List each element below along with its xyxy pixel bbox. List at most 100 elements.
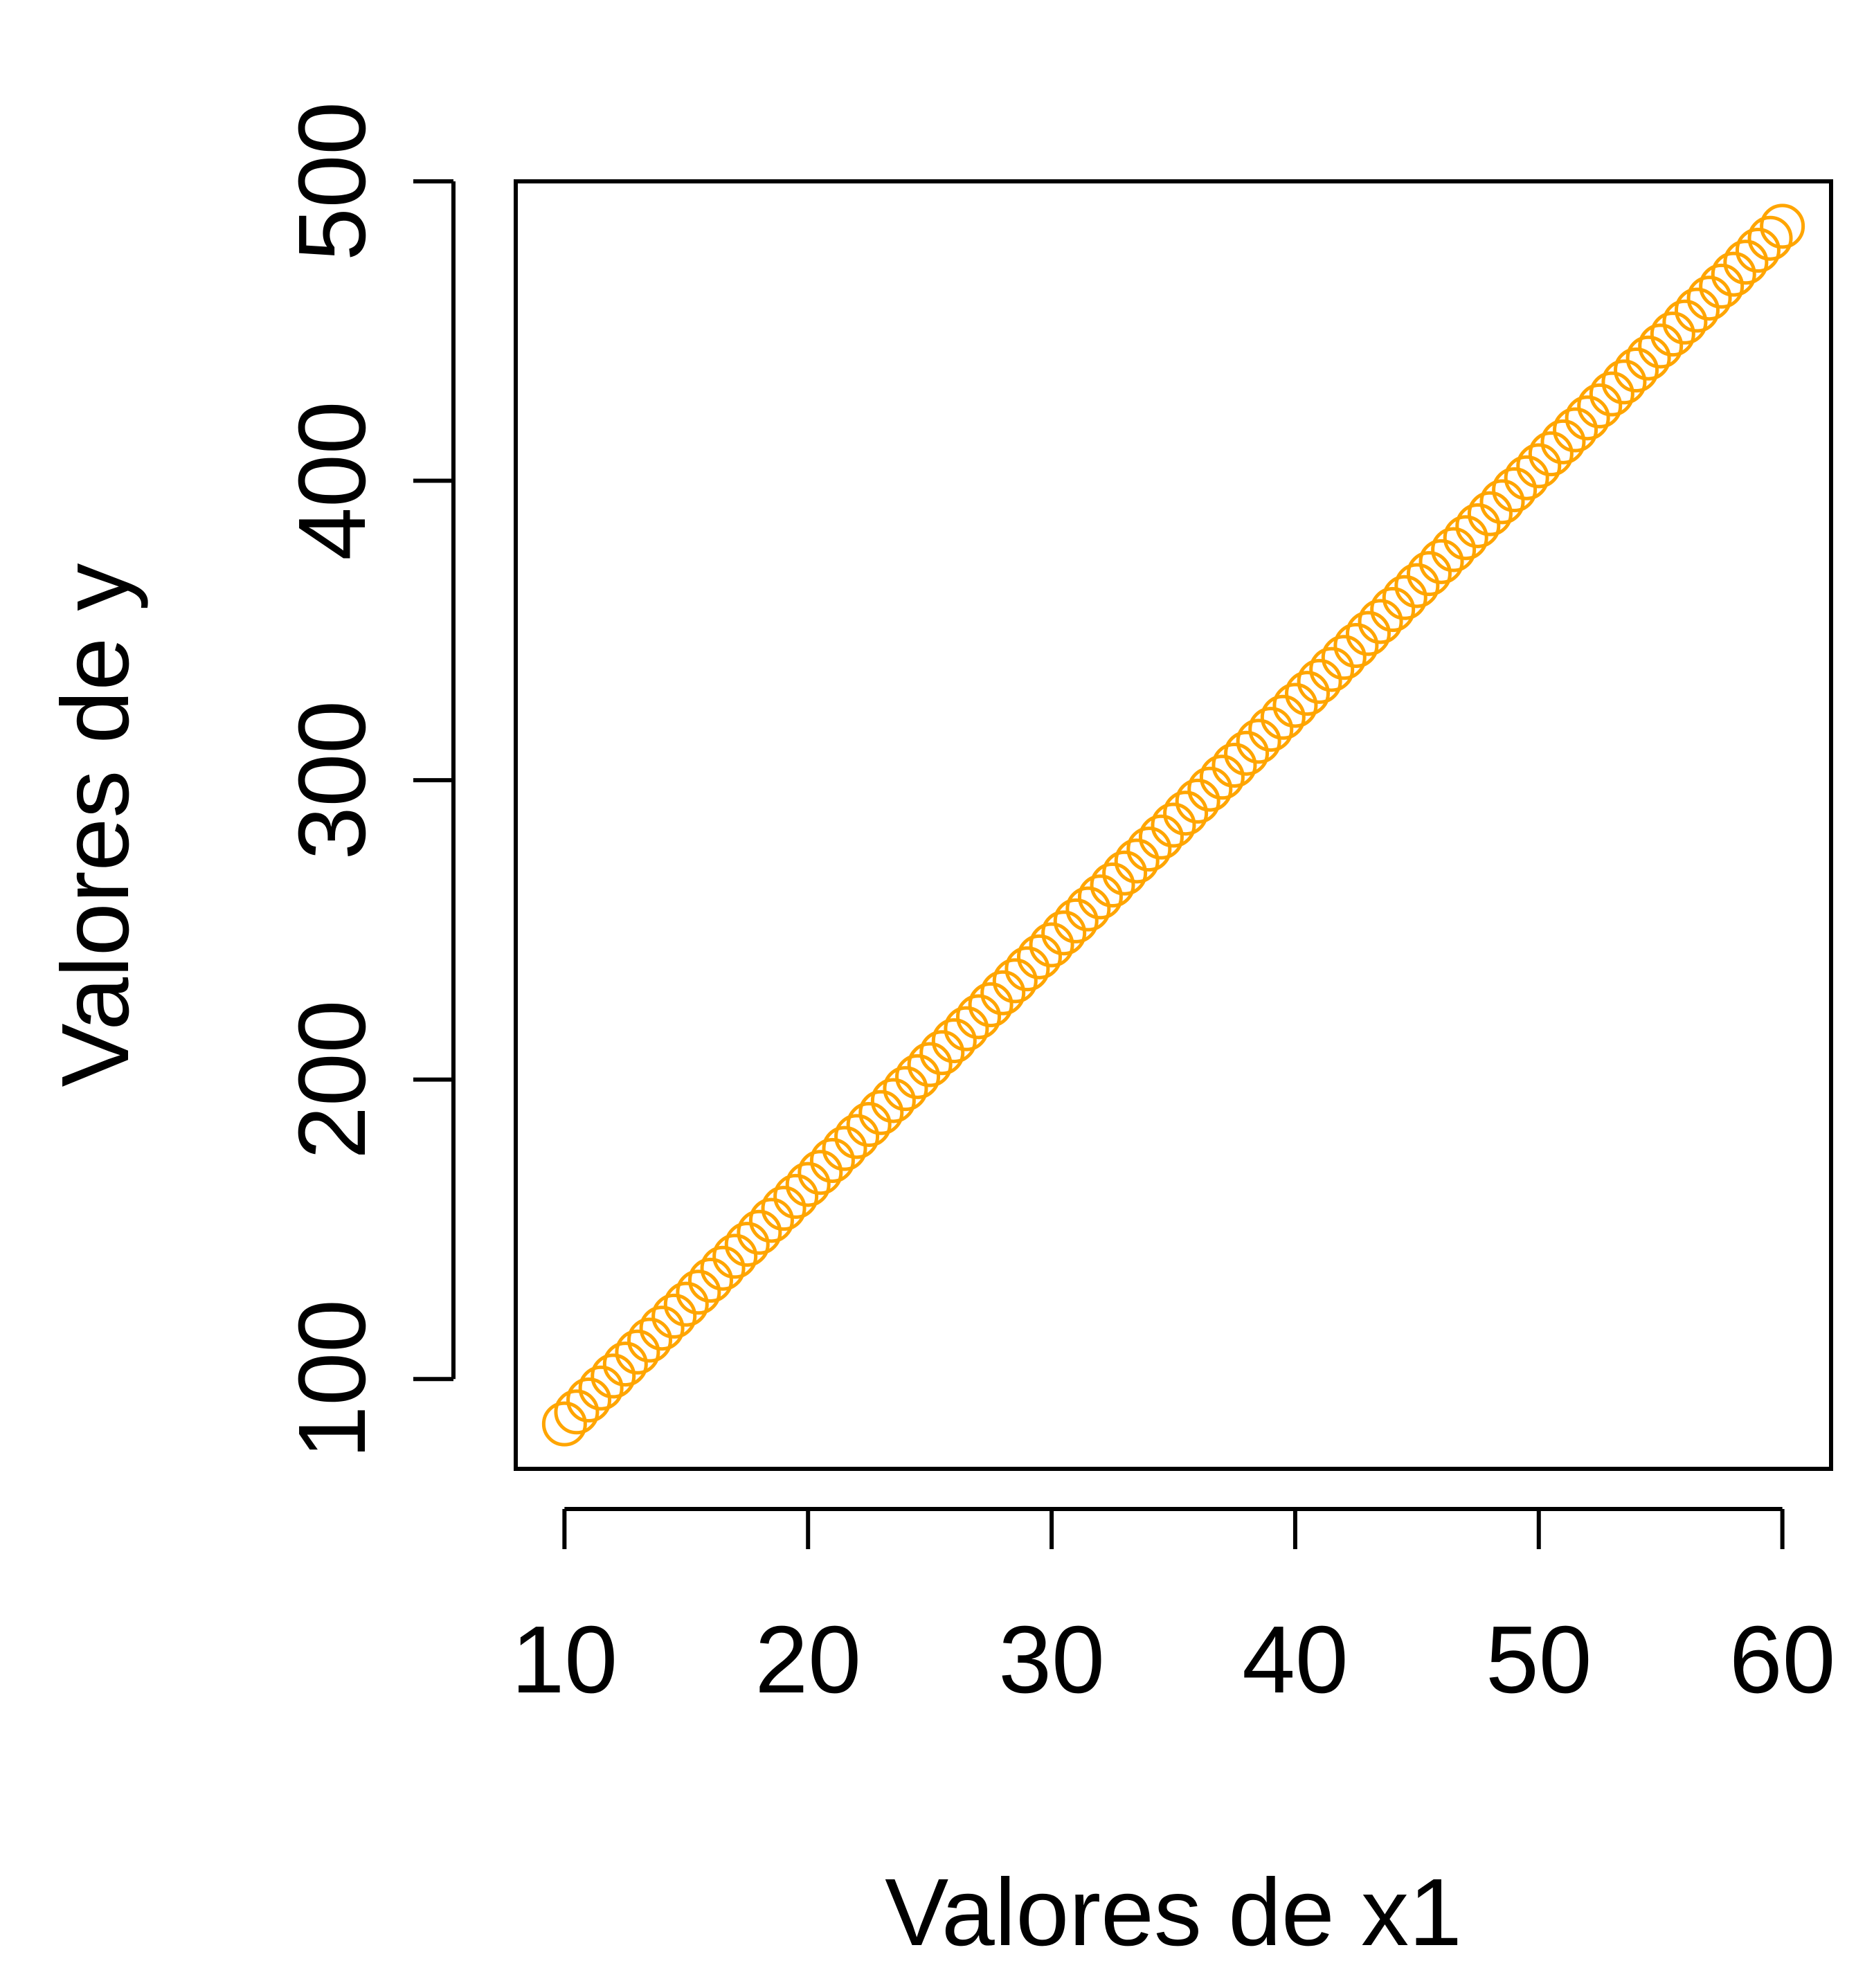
data-point	[712, 1234, 758, 1279]
data-point	[1151, 802, 1196, 848]
data-point	[1455, 503, 1501, 548]
data-point	[1004, 946, 1050, 992]
data-point	[1601, 359, 1647, 405]
data-point	[1053, 898, 1099, 943]
data-point	[1016, 934, 1062, 979]
data-point	[1041, 910, 1087, 956]
data-point	[858, 1090, 904, 1135]
data-point	[1248, 707, 1294, 752]
data-point	[1625, 335, 1671, 381]
data-points	[541, 204, 1805, 1447]
data-point	[1674, 287, 1720, 333]
data-point	[1443, 515, 1488, 561]
data-point	[1272, 683, 1318, 728]
data-point	[1370, 587, 1416, 633]
data-point	[956, 994, 1002, 1040]
data-point	[1504, 455, 1549, 500]
data-point	[724, 1222, 770, 1267]
data-point	[1321, 635, 1367, 680]
data-point	[1114, 838, 1160, 884]
data-point	[968, 982, 1013, 1028]
data-point	[591, 1353, 636, 1399]
data-point	[1431, 527, 1477, 572]
x-tick-label: 10	[512, 1607, 618, 1713]
y-tick-label: 300	[279, 701, 386, 860]
x-tick-label: 50	[1486, 1607, 1592, 1713]
x-tick-label: 60	[1729, 1607, 1836, 1713]
data-point	[992, 958, 1038, 1004]
data-point	[1479, 479, 1525, 525]
data-point	[931, 1018, 977, 1063]
data-point	[895, 1054, 941, 1099]
data-point	[773, 1173, 819, 1219]
data-point	[627, 1317, 673, 1363]
data-point	[1577, 383, 1623, 428]
data-point	[834, 1114, 880, 1159]
data-point	[785, 1162, 831, 1207]
data-point	[1126, 826, 1172, 872]
data-point	[1394, 563, 1440, 608]
data-point	[1686, 275, 1732, 321]
data-point	[676, 1269, 721, 1315]
data-point	[1382, 575, 1427, 620]
data-point	[1735, 227, 1781, 273]
data-point	[944, 1006, 989, 1051]
data-point	[602, 1341, 648, 1387]
data-point	[639, 1305, 685, 1351]
y-tick-label: 400	[279, 401, 386, 560]
y-tick-label: 100	[279, 1299, 386, 1458]
data-point	[663, 1281, 709, 1327]
data-point	[1090, 862, 1135, 908]
data-point	[1540, 419, 1586, 464]
data-point	[1065, 886, 1111, 932]
data-point	[1029, 922, 1074, 968]
data-point	[1358, 599, 1403, 644]
y-tick-label: 500	[279, 102, 386, 261]
data-point	[1614, 347, 1659, 393]
data-point	[1285, 671, 1331, 716]
data-point	[578, 1365, 624, 1411]
data-point	[1418, 539, 1464, 584]
data-point	[651, 1293, 697, 1339]
data-point	[883, 1066, 928, 1112]
data-point	[1187, 766, 1233, 812]
data-point	[1211, 742, 1257, 788]
data-point	[1138, 814, 1184, 860]
data-point	[1224, 730, 1270, 776]
plot-frame	[514, 179, 1833, 1471]
data-point	[1553, 407, 1598, 453]
data-point	[1163, 790, 1209, 836]
data-point	[1650, 311, 1695, 357]
data-point	[1175, 778, 1220, 824]
data-point	[1297, 658, 1342, 704]
data-point	[1102, 850, 1148, 896]
data-point	[798, 1150, 843, 1195]
data-point	[1760, 204, 1805, 249]
data-point	[541, 1401, 587, 1447]
data-point	[1406, 551, 1452, 597]
x-tick-label: 40	[1242, 1607, 1349, 1713]
data-point	[761, 1186, 807, 1231]
data-point	[1565, 395, 1610, 441]
x-tick-label: 30	[998, 1607, 1105, 1713]
data-point	[1260, 694, 1306, 740]
data-point	[1711, 251, 1756, 297]
data-point	[737, 1209, 782, 1255]
data-point	[1309, 647, 1355, 692]
data-point	[748, 1198, 794, 1243]
data-point	[566, 1377, 612, 1423]
data-point	[1333, 622, 1379, 668]
data-point	[1699, 263, 1745, 309]
y-tick-label: 200	[279, 1000, 386, 1159]
y-axis: 100 200 300 400 500	[279, 102, 456, 1458]
data-point	[870, 1078, 916, 1123]
data-point	[919, 1030, 965, 1076]
data-point	[907, 1042, 953, 1087]
data-point	[1747, 215, 1793, 261]
data-point	[700, 1245, 746, 1291]
data-point	[809, 1137, 855, 1183]
x-axis: 10 20 30 40 50 60	[512, 1507, 1836, 1713]
data-point	[1723, 240, 1769, 285]
data-point	[615, 1329, 660, 1375]
